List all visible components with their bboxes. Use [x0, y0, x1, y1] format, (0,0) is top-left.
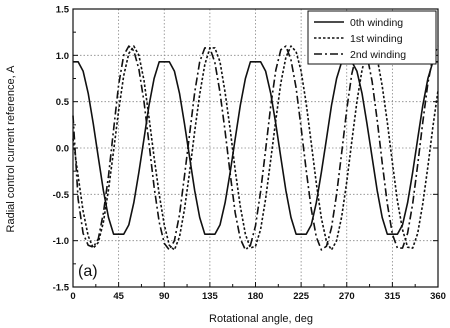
- legend-label-0th-winding: 0th winding: [350, 17, 403, 29]
- y-tick-label: -1.5: [53, 283, 70, 294]
- series-line-2nd-winding: [72, 45, 439, 251]
- series-line-0th-winding: [73, 60, 438, 235]
- legend: 0th winding 1st winding 2nd winding: [307, 10, 437, 65]
- y-tick-label: -0.5: [53, 190, 70, 201]
- x-tick-label: 180: [248, 291, 264, 302]
- x-tick-labels: 0 45 90 135 180 225 270 315 360: [70, 291, 446, 302]
- x-axis-title: Rotational angle, deg: [209, 313, 313, 325]
- x-tick-label: 90: [159, 291, 170, 302]
- y-tick-label: 0.0: [56, 144, 69, 155]
- legend-label-1st-winding: 1st winding: [350, 33, 403, 45]
- panel-label: (a): [78, 263, 98, 280]
- y-tick-label: 1.0: [56, 51, 69, 62]
- legend-label-2nd-winding: 2nd winding: [350, 49, 406, 61]
- y-tick-labels: 1.5 1.0 0.5 0.0 -0.5 -1.0 -1.5: [53, 5, 70, 294]
- x-tick-label: 0: [70, 291, 75, 302]
- x-tick-label: 135: [202, 291, 219, 302]
- x-tick-label: 315: [384, 291, 401, 302]
- x-tick-label: 225: [293, 291, 310, 302]
- y-tick-label: 1.5: [56, 5, 70, 16]
- x-tick-label: 270: [339, 291, 355, 302]
- y-tick-label: 0.5: [56, 97, 70, 108]
- y-tick-label: -1.0: [53, 236, 69, 247]
- axis-ticks: [72, 8, 439, 288]
- x-tick-label: 360: [430, 291, 446, 302]
- y-axis-title: Radial control current reference, A: [5, 65, 17, 233]
- x-tick-label: 45: [113, 291, 124, 302]
